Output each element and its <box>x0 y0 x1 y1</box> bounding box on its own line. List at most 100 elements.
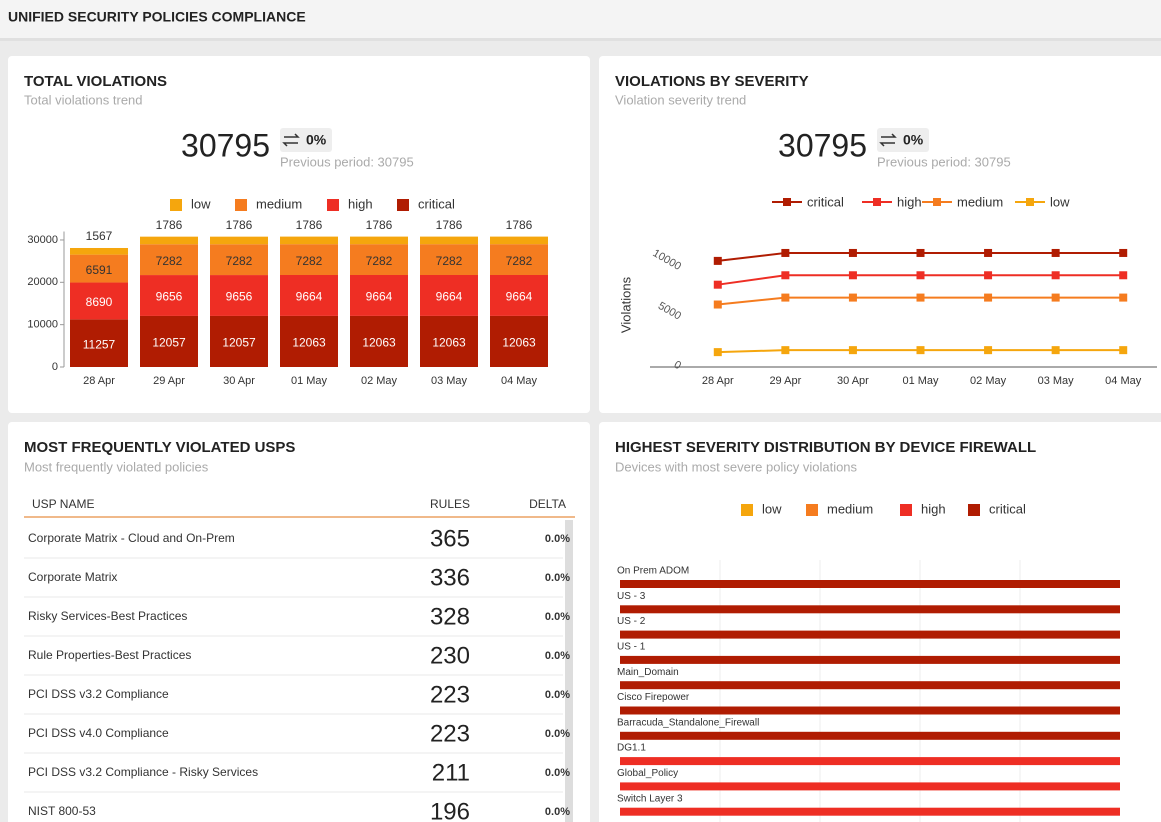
bar-segment <box>280 244 338 275</box>
bar-label: 12063 <box>432 336 466 350</box>
rule-count: 211 <box>432 759 470 786</box>
legend-label: critical <box>418 196 455 211</box>
point <box>713 280 722 289</box>
panel <box>8 422 590 822</box>
rule-count: 336 <box>430 564 470 591</box>
bar-segment <box>70 254 128 283</box>
x-tick-label: 02 May <box>361 375 398 387</box>
legend-label: critical <box>989 501 1026 516</box>
legend-marker <box>933 198 941 206</box>
bar-segment <box>210 275 268 316</box>
device-label: On Prem ADOM <box>617 566 689 577</box>
previous-period: Previous period: 30795 <box>877 154 1011 169</box>
x-tick-label: 04 May <box>501 375 538 387</box>
bar-label: 12057 <box>152 336 186 350</box>
device-label: Cisco Firepower <box>617 692 690 703</box>
previous-period: Previous period: 30795 <box>280 154 414 169</box>
legend-marker <box>1026 198 1034 206</box>
x-tick-label: 01 May <box>902 375 939 387</box>
delta: 0.0% <box>545 806 570 818</box>
rule-count: 196 <box>430 798 470 822</box>
bar-label: 12063 <box>502 336 536 350</box>
device-label: Barracuda_Standalone_Firewall <box>617 717 759 728</box>
bar-segment <box>420 244 478 275</box>
scrollbar <box>565 520 573 822</box>
point <box>1119 346 1128 355</box>
bar-label: 9664 <box>296 290 323 304</box>
legend-swatch <box>327 199 339 211</box>
bar-segment <box>280 274 338 316</box>
point <box>781 271 790 280</box>
point <box>1051 248 1060 257</box>
bar-label: 1786 <box>156 218 183 232</box>
bar-segment <box>70 282 128 320</box>
bar-segment <box>620 706 1120 715</box>
bar-segment <box>490 315 548 367</box>
bar-label: 7282 <box>366 254 393 268</box>
bar-segment <box>280 315 338 367</box>
header-shadow <box>0 38 1161 41</box>
x-tick-label: 04 May <box>1105 375 1142 387</box>
legend-label: low <box>762 501 782 516</box>
point <box>713 348 722 357</box>
legend-swatch <box>397 199 409 211</box>
legend-swatch <box>968 504 980 516</box>
x-tick-label: 29 Apr <box>769 375 801 387</box>
point <box>916 293 925 302</box>
delta-box <box>280 128 332 152</box>
panel <box>599 56 1161 413</box>
bar-label: 7282 <box>506 254 533 268</box>
bar-segment <box>210 244 268 276</box>
legend-swatch <box>806 504 818 516</box>
rule-count: 223 <box>430 681 470 708</box>
bar-segment <box>210 236 268 245</box>
bar-label: 9664 <box>366 290 393 304</box>
legend-marker <box>873 198 881 206</box>
bar-segment <box>420 274 478 316</box>
kpi-total: 30795 <box>181 127 270 163</box>
x-tick-label: 01 May <box>291 375 328 387</box>
delta-box <box>877 128 929 152</box>
y-tick-label: 0 <box>672 359 683 372</box>
bar-segment <box>620 580 1120 588</box>
x-tick-label: 29 Apr <box>153 375 185 387</box>
x-tick-label: 30 Apr <box>837 375 869 387</box>
point <box>984 346 993 355</box>
bar-segment <box>620 757 1120 766</box>
bar-segment <box>350 236 408 245</box>
delta: 0.0% <box>545 650 570 662</box>
point <box>916 271 925 280</box>
delta: 0.0% <box>545 728 570 740</box>
bar-segment <box>70 247 128 255</box>
bar-segment <box>490 236 548 245</box>
delta: 0.0% <box>545 572 570 584</box>
bar-segment <box>620 731 1120 740</box>
bar-label: 1786 <box>436 218 463 232</box>
panel <box>599 422 1161 822</box>
panel-title: HIGHEST SEVERITY DISTRIBUTION BY DEVICE … <box>615 439 1036 456</box>
device-label: Main_Domain <box>617 667 679 678</box>
bar-label: 12057 <box>222 336 256 350</box>
delta-icon <box>282 133 300 147</box>
device-label: US - 2 <box>617 616 646 627</box>
bar-label: 1786 <box>226 218 253 232</box>
bar-label: 1567 <box>86 229 113 243</box>
bar-label: 7282 <box>226 254 253 268</box>
device-label: Global_Policy <box>617 768 678 779</box>
legend-swatch <box>900 504 912 516</box>
bar-label: 8690 <box>86 295 113 309</box>
point <box>916 248 925 257</box>
bar-segment <box>420 236 478 245</box>
usp-name: PCI DSS v4.0 Compliance <box>28 726 169 740</box>
usp-name: PCI DSS v3.2 Compliance <box>28 687 169 701</box>
bar-label: 7282 <box>436 254 463 268</box>
bar-segment <box>620 807 1120 816</box>
rule-count: 230 <box>430 642 470 669</box>
legend-label: high <box>921 501 946 516</box>
usp-name: Corporate Matrix - Cloud and On-Prem <box>28 531 235 545</box>
bar-label: 6591 <box>86 263 113 277</box>
point <box>1051 293 1060 302</box>
device-label: Switch Layer 3 <box>617 793 683 804</box>
device-label: US - 1 <box>617 642 646 653</box>
